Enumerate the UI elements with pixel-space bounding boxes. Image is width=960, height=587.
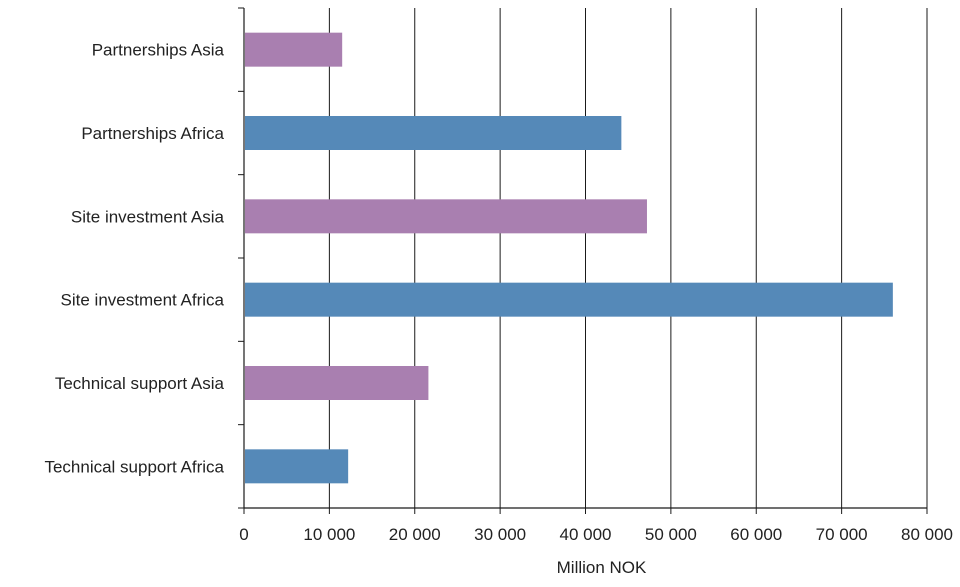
x-tick-label: 30 000 <box>474 525 526 544</box>
gridlines <box>328 8 928 508</box>
category-label: Technical support Asia <box>55 374 225 393</box>
bar-technical-support-asia <box>245 366 429 400</box>
category-label: Partnerships Africa <box>81 124 224 143</box>
axes <box>238 7 928 514</box>
bar-site-investment-asia <box>245 199 647 234</box>
bar-technical-support-africa <box>245 449 349 484</box>
category-label: Site investment Asia <box>71 207 225 226</box>
x-tick-label: 10 000 <box>303 525 355 544</box>
category-label: Technical support Africa <box>44 457 224 476</box>
x-tick-label: 20 000 <box>389 525 441 544</box>
category-label: Partnerships Asia <box>92 41 225 60</box>
category-label: Site investment Africa <box>61 291 225 310</box>
bars <box>245 32 893 484</box>
bar-partnerships-asia <box>245 32 343 67</box>
x-tick-label: 50 000 <box>645 525 697 544</box>
labels: 0 10 000 20 000 30 000 40 000 50 000 60 000 70 … <box>44 41 953 544</box>
bar-site-investment-africa <box>245 282 893 317</box>
bar-partnerships-africa <box>245 116 622 150</box>
x-tick-label: 40 000 <box>560 525 612 544</box>
x-axis-title: Million NOK <box>557 558 647 577</box>
x-tick-label: 60 000 <box>730 525 782 544</box>
x-tick-label: 70 000 <box>816 525 868 544</box>
x-tick-label: 80 000 <box>901 525 953 544</box>
x-tick-label: 0 <box>239 525 248 544</box>
